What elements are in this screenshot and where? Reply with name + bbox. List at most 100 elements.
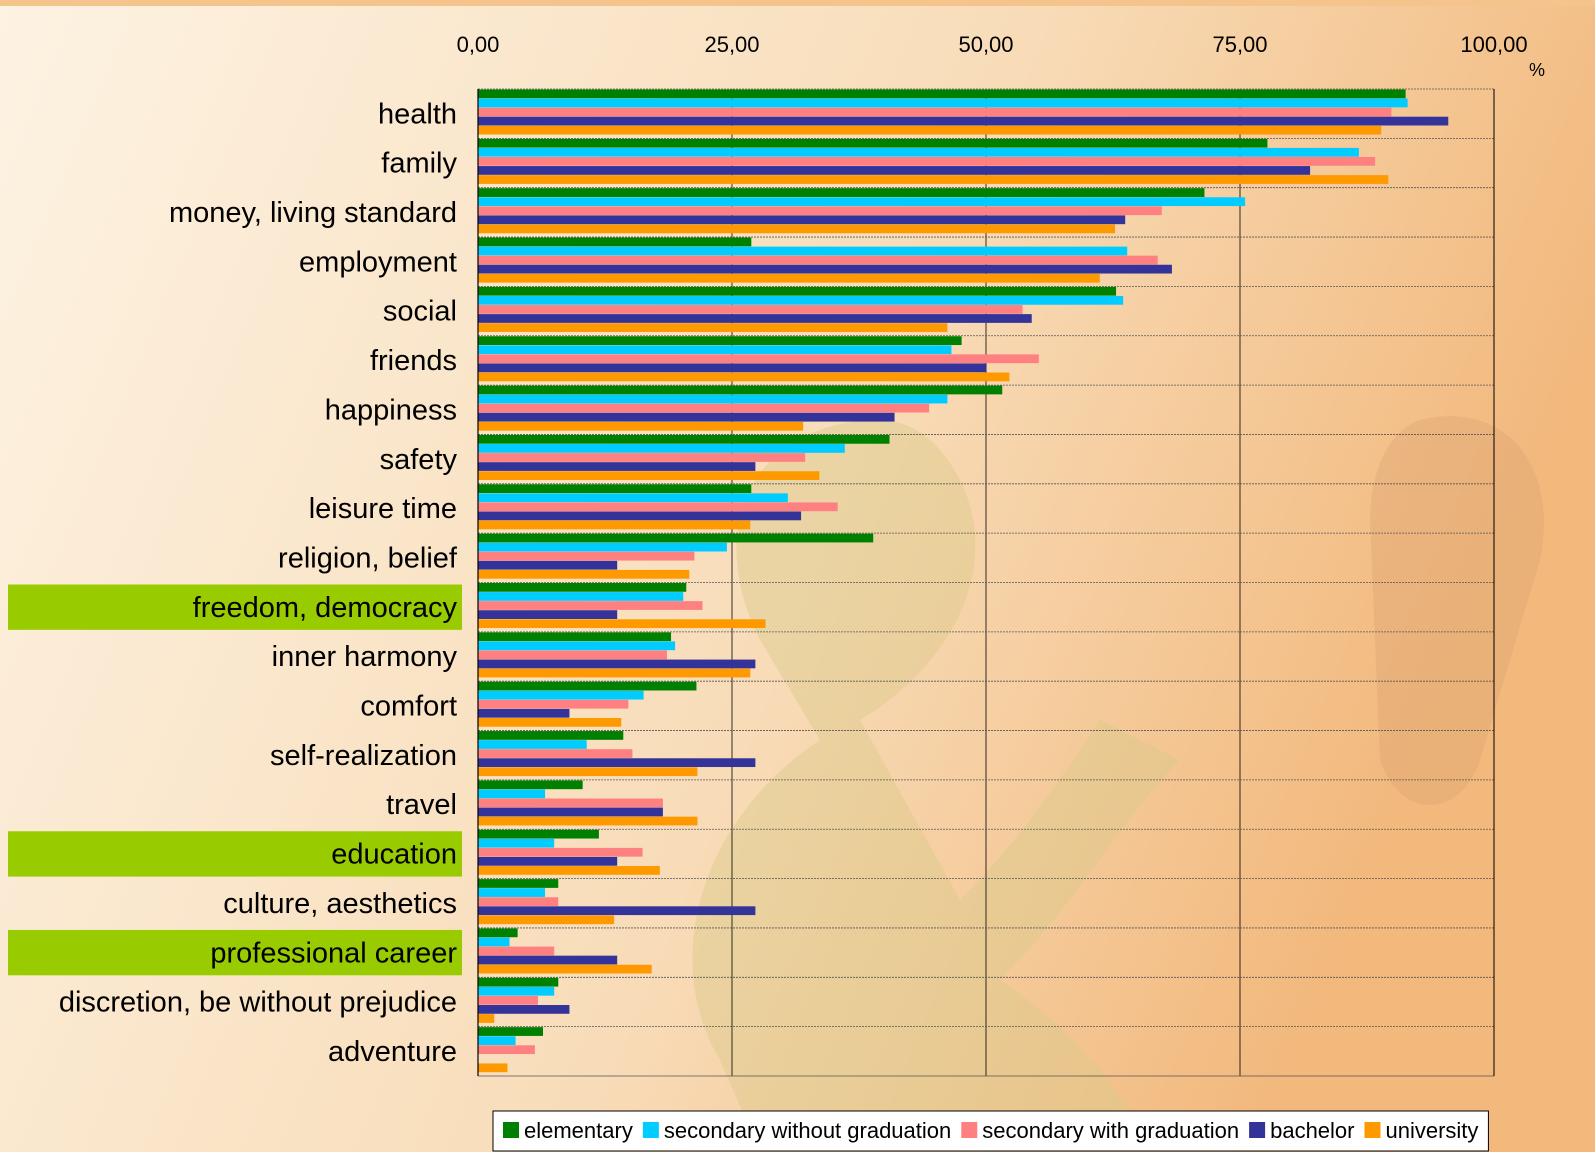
bar <box>478 928 518 938</box>
bar <box>478 856 618 866</box>
y-tick-label: leisure time <box>309 493 457 525</box>
bar <box>478 758 756 768</box>
bar <box>478 699 629 709</box>
x-tick-label: 50,00 <box>958 32 1013 57</box>
bar <box>478 462 756 471</box>
bar <box>478 542 727 552</box>
bar <box>478 453 806 462</box>
legend-label: bachelor <box>1270 1118 1354 1143</box>
bar <box>478 255 1158 265</box>
bar <box>478 372 1010 382</box>
bar <box>478 224 1116 234</box>
bar <box>478 610 618 619</box>
bar <box>478 206 1162 216</box>
y-tick-label: travel <box>386 789 457 821</box>
bar <box>478 305 1023 314</box>
bar <box>478 314 1032 323</box>
legend-swatch <box>1249 1122 1266 1138</box>
bar <box>478 731 624 740</box>
bar <box>478 215 1126 225</box>
bar <box>478 569 690 579</box>
bar <box>478 816 698 826</box>
bar <box>478 995 538 1005</box>
bar <box>478 175 1389 184</box>
bar <box>478 866 660 875</box>
x-tick-label: 0,00 <box>457 32 500 57</box>
y-tick-label: religion, belief <box>278 542 458 574</box>
bar <box>478 977 559 987</box>
bar <box>478 659 756 669</box>
bar <box>478 964 652 974</box>
bar <box>478 533 874 543</box>
bar <box>478 363 986 373</box>
bar <box>478 897 559 907</box>
y-tick-label: social <box>383 296 457 328</box>
x-tick-label: 75,00 <box>1212 32 1267 57</box>
bar <box>478 789 546 799</box>
label-highlight <box>8 929 462 976</box>
bar <box>478 847 643 857</box>
legend-label: secondary without graduation <box>664 1118 951 1143</box>
bar <box>478 955 618 965</box>
watermark <box>1370 416 1544 805</box>
bar <box>478 668 751 678</box>
bar <box>478 421 804 431</box>
bar <box>478 264 1172 274</box>
bar <box>478 444 845 453</box>
label-highlight <box>8 584 462 630</box>
bar <box>478 592 684 601</box>
y-tick-label: happiness <box>325 394 457 426</box>
y-tick-label: adventure <box>328 1036 457 1068</box>
bar <box>478 484 752 494</box>
legend-swatch <box>961 1122 978 1138</box>
x-tick-label: 100,00 <box>1460 32 1527 57</box>
bar <box>478 1063 508 1073</box>
bar <box>478 906 756 916</box>
bar <box>478 1005 570 1014</box>
bar <box>478 520 751 530</box>
y-tick-label: family <box>381 148 457 180</box>
bar <box>478 354 1039 364</box>
bar <box>478 323 948 332</box>
bar <box>478 434 890 444</box>
y-tick-label: health <box>378 98 457 130</box>
bar <box>478 125 1382 135</box>
bar <box>478 829 599 839</box>
bar <box>478 879 559 888</box>
bar <box>478 946 555 956</box>
bar <box>478 1036 516 1045</box>
bar <box>478 246 1128 256</box>
x-tick-label: 25,00 <box>704 32 759 57</box>
bar <box>478 89 1406 99</box>
bar <box>478 471 820 480</box>
bar <box>478 237 752 247</box>
bar <box>478 767 698 777</box>
bar <box>478 937 510 947</box>
bar <box>478 295 1124 305</box>
bar <box>478 681 697 691</box>
y-tick-label: culture, aesthetics <box>223 888 457 920</box>
bar <box>478 838 555 848</box>
bar <box>478 116 1449 126</box>
y-tick-label: inner harmony <box>272 641 458 673</box>
bar <box>478 107 1392 117</box>
bar <box>478 551 695 561</box>
y-tick-label: education <box>331 839 457 871</box>
bar <box>478 560 618 570</box>
bar <box>478 641 676 651</box>
legend-box <box>492 1110 1489 1152</box>
bar <box>478 798 663 808</box>
y-tick-label: safety <box>380 444 458 476</box>
y-tick-label: freedom, democracy <box>193 592 458 624</box>
bar <box>478 740 587 749</box>
label-highlight <box>8 831 462 877</box>
bar <box>478 717 622 727</box>
top-band <box>0 0 1595 6</box>
bar <box>478 708 570 718</box>
bar <box>478 915 615 925</box>
bar <box>478 138 1268 148</box>
legend-swatch <box>642 1122 659 1138</box>
y-tick-label: discretion, be without prejudice <box>59 987 457 1019</box>
